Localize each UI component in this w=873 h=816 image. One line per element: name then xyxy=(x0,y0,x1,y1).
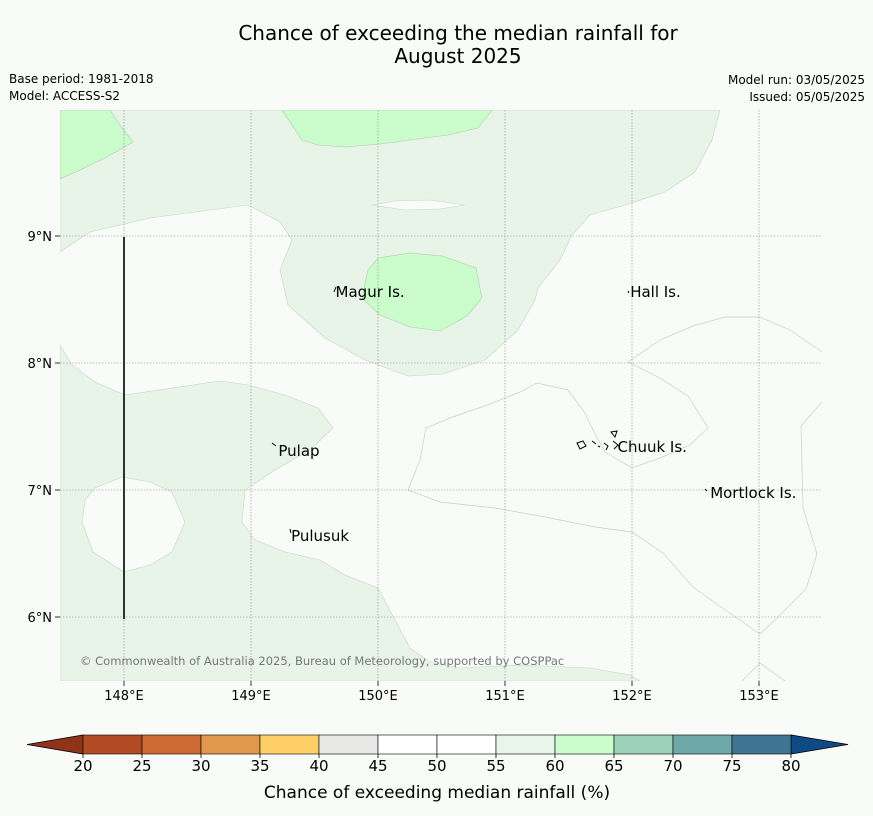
lat-tick-label: 6°N xyxy=(28,611,53,626)
lon-tick-label: 150°E xyxy=(358,689,398,700)
contour-line-southeast xyxy=(741,662,786,681)
model-run-text: Model run: 03/05/2025 xyxy=(727,73,865,87)
lon-tick-label: 153°E xyxy=(739,689,779,700)
issued-text: Issued: 05/05/2025 xyxy=(749,90,865,104)
colorbar-tick-label: 50 xyxy=(427,757,446,775)
lon-tick-label: 152°E xyxy=(612,689,652,700)
region-small-white xyxy=(371,199,466,211)
place-label: Magur Is. xyxy=(336,283,405,301)
magur-island-shape xyxy=(333,286,337,293)
latitude-labels: 9°N 8°N 7°N 6°N xyxy=(28,230,60,626)
map-title: Chance of exceeding the median rainfall … xyxy=(0,22,873,68)
region-55-60-north xyxy=(60,110,721,377)
title-line-2: August 2025 xyxy=(394,44,522,68)
contour-line-east-2 xyxy=(407,401,822,635)
lat-tick-label: 9°N xyxy=(28,230,53,245)
longitude-labels: 148°E 149°E 150°E 151°E 152°E 153°E xyxy=(104,681,779,700)
model-info: Base period: 1981-2018 Model: ACCESS-S2 xyxy=(9,71,154,105)
colorbar-swatch xyxy=(377,734,438,755)
colorbar-label: Chance of exceeding median rainfall (%) xyxy=(264,783,610,803)
lat-tick-label: 8°N xyxy=(28,357,53,372)
colorbar-tick-label: 45 xyxy=(368,757,387,775)
colorbar-over-arrow xyxy=(790,734,849,755)
place-label: Chuuk Is. xyxy=(617,438,686,456)
colorbar-swatch xyxy=(495,734,556,755)
pulap-island-shape xyxy=(271,442,277,447)
colorbar-swatch xyxy=(672,734,733,755)
hall-island-shape xyxy=(627,290,630,294)
lon-tick-label: 151°E xyxy=(485,689,525,700)
colorbar-swatch xyxy=(200,734,261,755)
colorbar-tick-label: 80 xyxy=(781,757,800,775)
copyright-text: © Commonwealth of Australia 2025, Bureau… xyxy=(80,654,564,668)
model-text: Model: ACCESS-S2 xyxy=(9,89,121,103)
colorbar-swatches xyxy=(26,734,849,755)
colorbar-swatch xyxy=(82,734,143,755)
region-50-55-hole xyxy=(81,476,186,573)
colorbar-swatch xyxy=(141,734,202,755)
place-label: Mortlock Is. xyxy=(710,484,796,502)
map-area: Magur Is. Hall Is. Pulap Chuuk Is. Mortlock … xyxy=(60,110,822,681)
colorbar-swatch xyxy=(436,734,497,755)
contour-line-east xyxy=(407,316,822,491)
colorbar-tick-label: 25 xyxy=(132,757,151,775)
colorbar-under-arrow xyxy=(26,734,84,755)
colorbar-tick-label: 30 xyxy=(191,757,210,775)
place-label: Hall Is. xyxy=(630,283,681,301)
colorbar-tick-labels: 20 25 30 35 40 45 50 55 60 65 70 75 80 xyxy=(73,754,801,775)
region-55-60-south xyxy=(60,344,641,681)
colorbar-tick-label: 20 xyxy=(73,757,92,775)
colorbar-swatch xyxy=(318,734,379,755)
mortlock-island-shape xyxy=(704,488,708,492)
chuuk-islands-shape xyxy=(576,430,619,451)
colorbar-swatch xyxy=(259,734,320,755)
lon-tick-label: 148°E xyxy=(104,689,144,700)
place-label: Pulusuk xyxy=(291,527,349,545)
colorbar-swatch xyxy=(613,734,674,755)
colorbar-swatch xyxy=(731,734,792,755)
colorbar-tick-label: 60 xyxy=(545,757,564,775)
island-shapes xyxy=(271,286,708,534)
title-line-1: Chance of exceeding the median rainfall … xyxy=(238,21,678,45)
lat-tick-label: 7°N xyxy=(28,484,53,499)
region-60-65-center xyxy=(361,252,483,332)
forecast-map: Magur Is. Hall Is. Pulap Chuuk Is. Mortlock … xyxy=(28,110,822,700)
colorbar-tick-label: 35 xyxy=(250,757,269,775)
lon-tick-label: 149°E xyxy=(231,689,271,700)
region-60-65-corner xyxy=(60,110,134,180)
colorbar-tick-label: 70 xyxy=(663,757,682,775)
colorbar-tick-label: 40 xyxy=(309,757,328,775)
colorbar-tick-label: 65 xyxy=(604,757,623,775)
colorbar-swatch xyxy=(554,734,615,755)
pulusuk-island-shape xyxy=(289,528,292,534)
place-label: Pulap xyxy=(278,442,319,460)
colorbar-tick-label: 75 xyxy=(722,757,741,775)
colorbar-tick-label: 55 xyxy=(486,757,505,775)
region-60-65-top xyxy=(281,110,493,148)
base-period-text: Base period: 1981-2018 xyxy=(9,72,154,86)
run-info: Model run: 03/05/2025 Issued: 05/05/2025 xyxy=(728,72,865,106)
place-labels: Magur Is. Hall Is. Pulap Chuuk Is. Mortlock … xyxy=(278,283,796,545)
